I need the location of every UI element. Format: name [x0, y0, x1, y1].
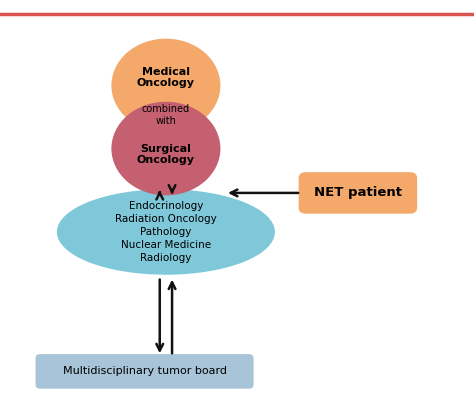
Text: NET patient: NET patient	[314, 186, 402, 199]
Text: Medical
Oncology: Medical Oncology	[137, 66, 195, 88]
FancyBboxPatch shape	[299, 172, 417, 214]
Ellipse shape	[57, 189, 275, 275]
Text: Multidisciplinary tumor board: Multidisciplinary tumor board	[63, 366, 227, 376]
Text: Surgical
Oncology: Surgical Oncology	[137, 144, 195, 166]
Ellipse shape	[111, 39, 220, 132]
FancyBboxPatch shape	[36, 354, 254, 389]
Text: combined
with: combined with	[142, 104, 190, 126]
Ellipse shape	[111, 102, 220, 195]
Text: Endocrinology
Radiation Oncology
Pathology
Nuclear Medicine
Radiology: Endocrinology Radiation Oncology Patholo…	[115, 201, 217, 263]
